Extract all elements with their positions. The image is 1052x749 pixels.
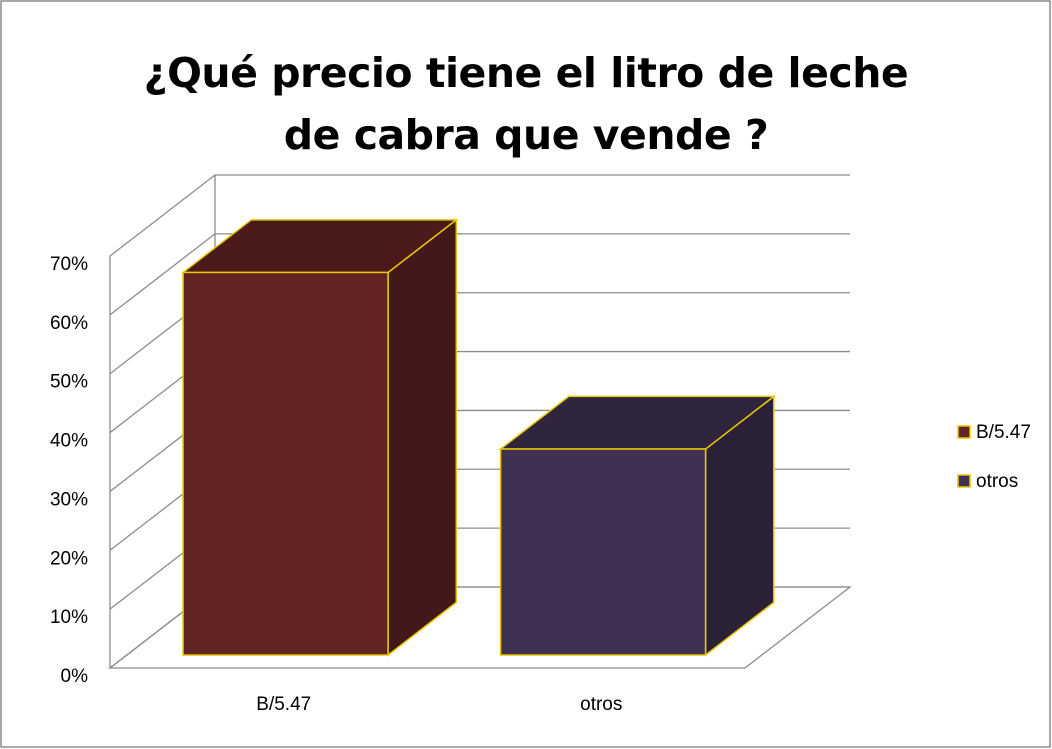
bar-side <box>387 218 458 657</box>
bar <box>499 448 707 656</box>
grid-line <box>109 174 216 257</box>
chart-title: ¿Qué precio tiene el litro de leche de c… <box>143 49 909 159</box>
y-tick-label: 30% <box>50 489 88 510</box>
y-tick-label: 70% <box>50 254 88 275</box>
legend-swatch <box>957 474 971 488</box>
grid-line <box>109 233 216 316</box>
y-tick-label: 0% <box>61 666 89 687</box>
y-tick-label: 60% <box>50 313 88 334</box>
legend-label: B/5.47 <box>976 422 1031 443</box>
bar <box>182 271 389 656</box>
x-tick-label: B/5.47 <box>256 694 311 715</box>
legend-label: otros <box>976 471 1018 492</box>
legend-swatch <box>957 425 971 439</box>
y-tick-label: 40% <box>50 431 88 452</box>
y-tick-label: 50% <box>50 372 88 393</box>
y-tick-label: 20% <box>50 548 88 569</box>
y-tick-label: 10% <box>50 607 88 628</box>
x-tick-label: otros <box>580 694 622 715</box>
